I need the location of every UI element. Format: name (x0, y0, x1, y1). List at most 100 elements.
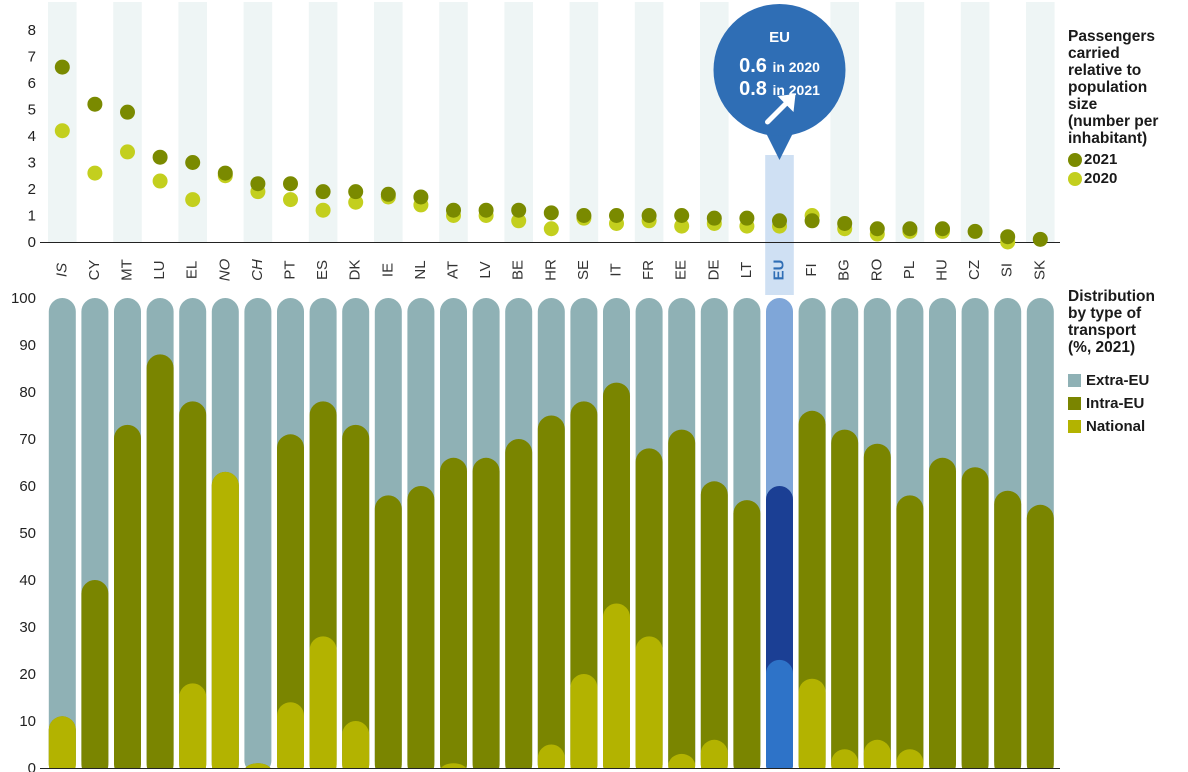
bar-national-hr (537, 744, 565, 772)
bar-stack-fi (798, 298, 826, 772)
category-label-ro: RO (868, 259, 885, 282)
category-label-si: SI (999, 263, 1016, 277)
category-label-eu: EU (770, 260, 787, 281)
column-stripe (895, 2, 925, 242)
bar-stack-se (570, 298, 598, 772)
bar-intra-eu-ie (374, 495, 402, 772)
legend-label-2020: 2020 (1084, 170, 1118, 187)
dot-2021-ch (250, 176, 266, 192)
bar-national-bg (831, 749, 859, 772)
dot-2020-cy (87, 165, 103, 181)
bar-stack-dk (342, 298, 370, 772)
column-stripe (504, 2, 533, 242)
dot-2020-hr (543, 221, 559, 237)
bar-national-eu (766, 659, 793, 772)
dot-2021-at (446, 202, 461, 218)
bar-stack-at (440, 298, 467, 772)
bar-intra-eu-el (179, 401, 207, 772)
dot-2020-ee (674, 218, 690, 234)
dot-2021-ee (674, 208, 690, 223)
legend-item-national: National (1068, 418, 1155, 435)
dot-2021-bg (837, 215, 853, 231)
top-legend-title: Passengers carried relative to populatio… (1068, 28, 1159, 147)
dot-2021-cy (87, 96, 103, 112)
column-stripe (308, 2, 338, 242)
dot-2020-es (315, 202, 331, 218)
category-label-dk: DK (347, 260, 364, 281)
bar-stack-sk (1026, 298, 1054, 772)
category-label-it: IT (607, 263, 624, 276)
bar-national-pt (277, 702, 304, 772)
bar-national-fi (798, 678, 826, 772)
bar-intra-eu-cy (81, 580, 109, 772)
bar-national-es (309, 636, 337, 772)
category-label-hu: HU (933, 259, 950, 281)
column-stripe (1026, 2, 1055, 242)
bar-stack-be (505, 298, 533, 772)
category-label-sk: SK (1031, 260, 1048, 280)
bar-y-tick: 80 (19, 384, 36, 401)
dot-2021-el (185, 155, 201, 170)
dot-2020-el (185, 192, 201, 208)
dot-2021-hr (543, 205, 559, 221)
bar-stack-pt (277, 298, 304, 772)
bar-intra-eu-hr (537, 415, 565, 772)
bar-intra-eu-ee (668, 429, 696, 772)
category-label-no: NO (216, 258, 233, 281)
scatter-y-tick: 5 (28, 102, 36, 119)
bar-y-tick: 90 (19, 337, 36, 354)
legend-swatch-national (1068, 420, 1081, 433)
bar-intra-eu-lt (733, 500, 761, 772)
bottom-legend: Distribution by type of transport (%, 20… (1068, 288, 1155, 435)
dot-2021-pt (283, 176, 298, 192)
bar-y-tick: 70 (19, 431, 36, 448)
category-label-mt: MT (118, 259, 135, 281)
bar-stack-nl (407, 298, 435, 772)
column-stripe (439, 2, 468, 242)
legend-swatch-intra-eu (1068, 397, 1081, 410)
bar-national-it (603, 603, 630, 772)
bar-intra-eu-sk (1026, 504, 1054, 772)
bar-extra-eu-is (48, 298, 76, 772)
callout-pointer (765, 132, 794, 160)
column-stripe (634, 2, 664, 242)
category-label-bg: BG (836, 259, 853, 281)
dot-2021-lv (478, 202, 494, 218)
bar-stack-de (700, 298, 728, 772)
bar-stack-is (48, 298, 76, 772)
category-label-lt: LT (738, 262, 755, 278)
bar-national-ee (668, 753, 696, 772)
bar-intra-eu-mt (114, 424, 141, 772)
bar-baseline-mask (40, 769, 1070, 772)
scatter-y-tick: 0 (28, 234, 36, 251)
bar-intra-eu-at (440, 457, 467, 772)
bar-stack-bg (831, 298, 859, 772)
bar-intra-eu-pt (277, 434, 304, 772)
bar-y-tick: 30 (19, 619, 36, 636)
scatter-y-tick: 8 (28, 22, 36, 39)
bar-intra-eu-be (505, 439, 533, 772)
legend-label-intra-eu: Intra-EU (1086, 395, 1145, 412)
scatter-y-tick: 1 (28, 208, 36, 225)
scatter-y-tick: 7 (28, 49, 36, 66)
bar-stack-ro (863, 298, 891, 772)
dot-2021-no (217, 165, 233, 181)
bar-stack-cy (81, 298, 109, 772)
bottom-legend-title: Distribution by type of transport (%, 20… (1068, 288, 1155, 356)
dot-2021-hu (935, 221, 950, 237)
legend-item-2020: 2020 (1068, 170, 1158, 187)
column-stripe (243, 2, 273, 242)
legend-label-extra-eu: Extra-EU (1086, 372, 1150, 389)
dot-2021-cz (967, 223, 983, 239)
scatter-y-tick: 3 (28, 155, 36, 172)
bar-intra-eu-bg (831, 429, 859, 772)
bar-national-no (211, 471, 239, 772)
bar-stack-ch (244, 298, 272, 772)
top-legend: Passengers carried relative to populatio… (1068, 28, 1158, 187)
dot-2021-dk (348, 184, 364, 200)
dot-2021-lt (739, 210, 755, 226)
dot-2020-is (54, 123, 70, 139)
bar-national-de (700, 739, 728, 772)
legend-swatch-2021 (1068, 152, 1082, 167)
dot-2021-be (511, 202, 527, 218)
